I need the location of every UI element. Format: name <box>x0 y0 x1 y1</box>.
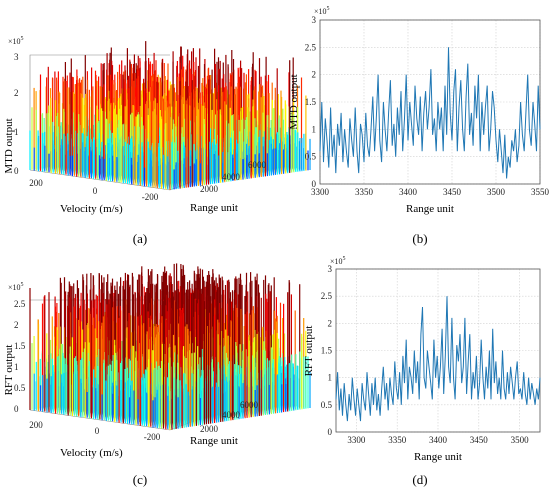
y-tick-label: 0 <box>328 427 333 437</box>
y-ticks-d: 0 0.5 1 1.5 2 2.5 3 <box>321 264 333 437</box>
caption-c: (c) <box>133 472 147 487</box>
z-tick-c-4: 2 <box>14 320 19 330</box>
z-ticks-c: 0 0.5 1 1.5 2 2.5 <box>14 299 26 414</box>
caption-d: (d) <box>412 472 427 487</box>
x-tick-label: 3300 <box>311 187 330 197</box>
z-ticks-a: 0 1 2 3 <box>14 52 19 176</box>
z-tick-a-1: 1 <box>14 127 19 137</box>
y-axis-label-d: RFT output <box>303 326 315 377</box>
x-ticks-a: 200 0 -200 <box>29 178 158 202</box>
x-tick-a-2: -200 <box>142 192 159 202</box>
z-tick-a-0: 0 <box>14 166 19 176</box>
grid-d <box>336 268 540 433</box>
z-axis-label-a: MTD output <box>3 118 15 173</box>
x-axis-label-c: Velocity (m/s) <box>60 447 123 459</box>
panel-d: ×105 00.511.522.53 3300 3350 3400 3450 3500 … <box>303 256 541 487</box>
x-tick-label: 3400 <box>399 187 418 197</box>
y-tick-label: 0.5 <box>321 400 333 410</box>
x-axis-label-b: Range unit <box>406 203 454 215</box>
y-axis-label-a: Range unit <box>190 202 238 214</box>
z-axis-label-c: RFT output <box>3 345 15 396</box>
x-tick-label: 3500 <box>511 435 530 445</box>
x-tick-label: 3350 <box>388 435 407 445</box>
caption-a: (a) <box>133 231 147 246</box>
y-tick-a-1: 4000 <box>222 172 241 182</box>
y-tick-label: 3 <box>312 15 317 25</box>
y-tick-label: 2.5 <box>321 291 333 301</box>
x-tick-label: 3500 <box>487 187 506 197</box>
surface-c <box>29 263 311 430</box>
x-axis-label-d: Range unit <box>414 451 462 463</box>
series-line-b <box>319 47 541 179</box>
y-tick-a-0: 2000 <box>200 184 219 194</box>
y-tick-label: 0 <box>312 179 317 189</box>
plot-frame-b <box>319 19 541 185</box>
z-exponent-c: ×105 <box>8 282 24 292</box>
surface-a <box>29 41 311 190</box>
y-ticks-b: 0 0.5 1 1.5 2 2.5 3 <box>305 15 317 189</box>
z-tick-c-3: 1.5 <box>14 341 26 351</box>
y-tick-label: 1.5 <box>305 97 317 107</box>
y-tick-label: 2.5 <box>305 42 317 52</box>
y-exponent-d: ×105 <box>330 256 346 266</box>
y-ticks-a: 2000 4000 6000 <box>200 160 267 194</box>
y-tick-c-0: 2000 <box>200 424 219 434</box>
z-tick-c-0: 0 <box>14 404 19 414</box>
y-tick-label: 1.5 <box>321 346 333 356</box>
z-tick-c-5: 2.5 <box>14 299 26 309</box>
y-tick-label: 0.5 <box>305 152 317 162</box>
x-tick-c-0: 200 <box>29 420 43 430</box>
z-tick-c-2: 1 <box>14 362 19 372</box>
panel-c: ×105 0 0.5 1 1.5 2 2.5 RFT output 200 0 … <box>3 263 311 487</box>
y-axis-label-b: MTD output <box>288 74 300 129</box>
x-ticks-b: 3300 3350 3400 3450 3500 3550 <box>311 187 550 197</box>
x-tick-a-0: 200 <box>29 178 43 188</box>
x-ticks-c: 200 0 -200 <box>29 420 160 442</box>
y-ticks-c: 2000 4000 6000 <box>200 400 259 434</box>
x-ticks-d: 3300 3350 3400 3450 3500 <box>347 435 529 445</box>
z-tick-c-1: 0.5 <box>14 383 26 393</box>
grid-b <box>319 19 541 185</box>
panel-b: ×105 00.511.522.53 3300 3350 3400 3450 3500 3… <box>288 6 550 246</box>
y-tick-label: 2 <box>328 318 333 328</box>
y-tick-label: 1 <box>328 373 333 383</box>
x-tick-a-1: 0 <box>93 186 98 196</box>
x-tick-c-1: 0 <box>95 426 100 436</box>
y-tick-label: 3 <box>328 264 333 274</box>
y-exponent-b: ×105 <box>314 6 330 16</box>
x-axis-label-a: Velocity (m/s) <box>60 203 123 215</box>
y-tick-a-2: 6000 <box>248 160 267 170</box>
x-tick-label: 3450 <box>470 435 489 445</box>
panel-a: ×105 0 1 2 3 MTD output 200 0 -200 2000 … <box>3 36 311 246</box>
z-tick-a-2: 2 <box>14 88 19 98</box>
caption-b: (b) <box>412 231 427 246</box>
x-tick-label: 3550 <box>531 187 550 197</box>
y-tick-label: 2 <box>312 70 317 80</box>
x-tick-label: 3400 <box>429 435 448 445</box>
x-tick-c-2: -200 <box>144 432 161 442</box>
plot-frame-d <box>335 268 541 433</box>
z-tick-a-3: 3 <box>14 52 19 62</box>
x-tick-label: 3350 <box>355 187 374 197</box>
y-tick-label: 1 <box>312 124 317 134</box>
y-axis-label-c: Range unit <box>190 435 238 447</box>
series-line-d <box>335 296 541 422</box>
y-tick-c-1: 4000 <box>222 410 241 420</box>
y-tick-c-2: 6000 <box>240 400 259 410</box>
x-tick-label: 3300 <box>347 435 366 445</box>
z-exponent-a: ×105 <box>8 36 24 46</box>
x-tick-label: 3450 <box>443 187 462 197</box>
